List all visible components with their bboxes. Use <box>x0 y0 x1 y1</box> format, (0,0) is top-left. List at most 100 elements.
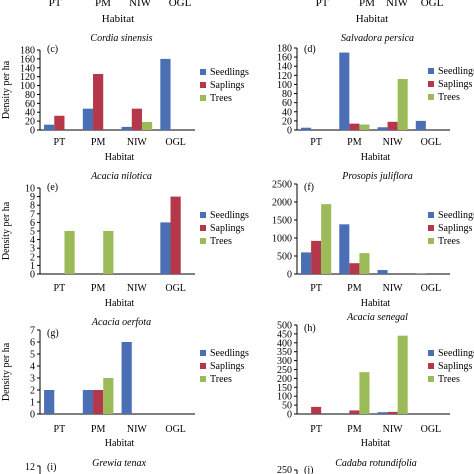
bar-seedlings-niw <box>121 126 132 130</box>
bar-seedlings-pm <box>339 52 350 130</box>
y-tick-label: 0 <box>30 126 35 137</box>
y-tick-label: 400 <box>277 338 292 349</box>
y-tick-label: 1 <box>30 398 35 409</box>
tick-label: NIW <box>129 0 152 9</box>
bar-trees-pm <box>359 124 370 130</box>
y-tick-label: 1000 <box>272 234 292 245</box>
y-tick-label: 180 <box>20 46 35 57</box>
y-tick-label: 2500 <box>272 180 292 191</box>
y-tick-label: 6 <box>30 338 35 349</box>
x-axis-label: Habitat <box>105 152 135 163</box>
y-tick-label: 100 <box>20 81 35 92</box>
y-tick-label: 60 <box>282 98 292 109</box>
legend-label-seedlings: Seedlings <box>438 66 474 77</box>
y-tick-label: 0 <box>30 270 35 281</box>
legend-label-saplings: Saplings <box>438 223 473 234</box>
x-tick-label: PM <box>91 137 106 148</box>
tick-label: PM <box>359 0 375 9</box>
panel-letter: (d) <box>304 44 316 55</box>
legend-swatch-trees <box>200 95 206 101</box>
y-tick-label: 80 <box>25 90 35 101</box>
y-tick-label: 160 <box>20 54 35 65</box>
bar-saplings-niw <box>387 411 398 414</box>
x-axis-label: Habitat <box>361 152 391 163</box>
x-tick-label: PT <box>310 424 322 435</box>
y-tick-label: 140 <box>20 63 35 74</box>
y-tick-label: 4 <box>30 235 35 246</box>
legend-label-saplings: Saplings <box>210 361 245 372</box>
legend-label-seedlings: Seedlings <box>210 348 249 359</box>
x-tick-label: PT <box>54 424 66 435</box>
y-tick-label: 40 <box>282 107 292 118</box>
panel-title: Cordia sinensis <box>90 33 152 44</box>
y-tick-label: 2 <box>30 252 35 263</box>
legend-swatch-saplings <box>428 363 434 369</box>
bar-seedlings-niw <box>377 270 388 274</box>
bar-seedlings-pm <box>82 390 94 414</box>
x-tick-label: OGL <box>421 283 442 294</box>
bar-saplings-pm <box>349 263 360 274</box>
y-tick-label: 1 <box>30 261 35 272</box>
legend-label-saplings: Saplings <box>210 80 245 91</box>
tick-label: NIW <box>386 0 409 9</box>
x-tick-label: PT <box>54 283 66 294</box>
legend-label-saplings: Saplings <box>438 361 473 372</box>
x-axis-label: Habitat <box>105 438 135 449</box>
x-axis-label: Habitat <box>361 298 391 309</box>
y-tick-label: 5 <box>30 227 35 238</box>
legend-swatch-saplings <box>200 225 206 231</box>
x-tick-label: PT <box>54 137 66 148</box>
x-tick-label: NIW <box>127 283 148 294</box>
bar-seedlings-pm <box>82 108 94 130</box>
y-tick-label: 300 <box>277 356 292 367</box>
y-tick-label: 150 <box>277 383 292 394</box>
y-tick-label: 0 <box>287 410 292 421</box>
y-tick-label: 500 <box>277 321 292 332</box>
y-tick-label: 100 <box>277 392 292 403</box>
y-tick-label: 20 <box>282 116 292 127</box>
y-tick-label: 10 <box>25 184 35 195</box>
x-tick-label: PT <box>310 283 322 294</box>
bar-seedlings-pt <box>44 124 55 130</box>
legend-label-seedlings: Seedlings <box>210 210 249 221</box>
bar-seedlings-niw <box>377 127 388 130</box>
y-tick-label: 450 <box>277 329 292 340</box>
bar-saplings-niw <box>131 108 142 130</box>
bar-trees-pm <box>359 372 370 414</box>
y-tick-label: 120 <box>277 71 292 82</box>
legend-label-seedlings: Seedlings <box>210 67 249 78</box>
x-tick-label: NIW <box>383 137 404 148</box>
x-tick-label: PM <box>347 137 362 148</box>
y-tick-label: 5 <box>30 350 35 361</box>
legend-swatch-seedlings <box>200 350 206 356</box>
x-axis-label: Habitat <box>356 13 388 25</box>
y-tick-label: 140 <box>277 62 292 73</box>
legend-swatch-trees <box>428 376 434 382</box>
tick-label: PT <box>49 0 62 9</box>
panel-title: Cadaba rotundifolia <box>335 458 417 469</box>
legend-swatch-saplings <box>200 363 206 369</box>
y-axis-label: Density per ha <box>1 342 12 401</box>
legend-label-trees: Trees <box>438 374 460 385</box>
bar-saplings-pm <box>349 410 360 414</box>
bar-seedlings-ogl <box>160 58 171 131</box>
y-tick-label: 180 <box>277 44 292 55</box>
y-tick-label: 12 <box>25 462 35 473</box>
y-tick-label: 3 <box>30 244 35 255</box>
bar-saplings-ogl <box>170 196 181 274</box>
y-tick-label: 40 <box>25 108 35 119</box>
bar-saplings-pm <box>93 390 104 414</box>
tick-label: OGL <box>169 0 192 9</box>
y-tick-label: 0 <box>30 410 35 421</box>
legend-swatch-trees <box>200 238 206 244</box>
panel-title: Acacia nilotica <box>90 171 152 182</box>
y-tick-label: 1500 <box>272 216 292 227</box>
legend-label-trees: Trees <box>438 236 460 247</box>
bar-trees-pt <box>321 204 332 274</box>
y-tick-label: 7 <box>30 209 35 220</box>
